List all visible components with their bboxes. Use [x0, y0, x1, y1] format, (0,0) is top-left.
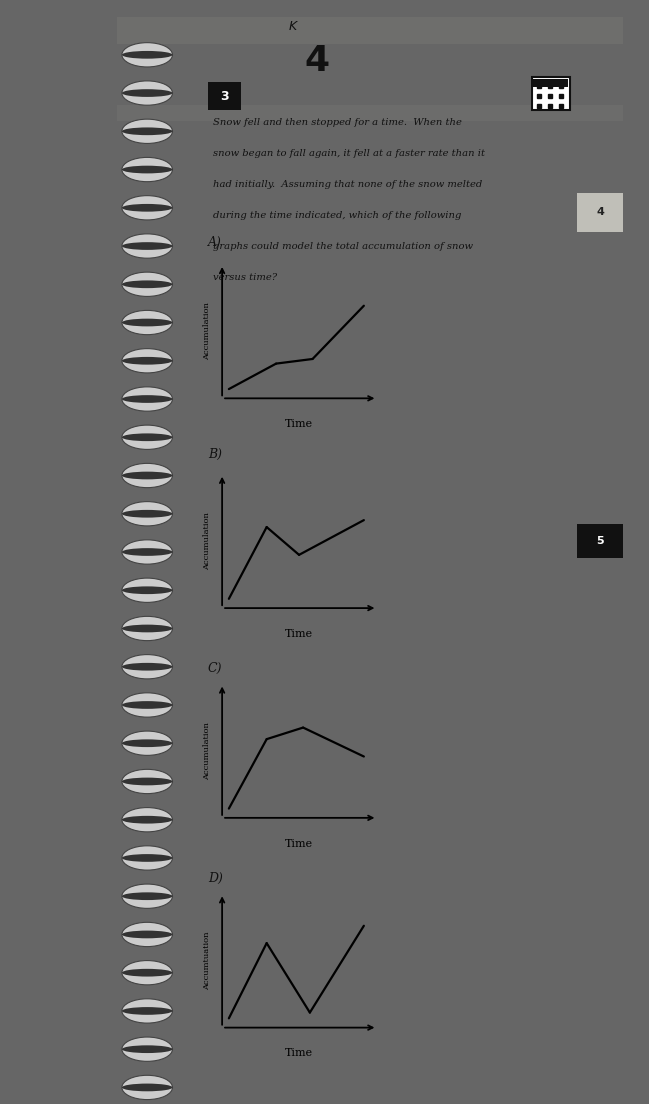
Ellipse shape: [122, 127, 173, 135]
Text: versus time?: versus time?: [213, 273, 277, 282]
Ellipse shape: [122, 386, 173, 411]
Text: snow began to fall again, it fell at a faster rate than it: snow began to fall again, it fell at a f…: [213, 149, 485, 158]
Ellipse shape: [122, 816, 173, 824]
Ellipse shape: [122, 272, 173, 296]
Text: 5: 5: [596, 535, 604, 546]
Ellipse shape: [122, 808, 173, 832]
Ellipse shape: [122, 1007, 173, 1015]
Ellipse shape: [122, 740, 173, 747]
Ellipse shape: [122, 1075, 173, 1100]
Ellipse shape: [122, 349, 173, 373]
Ellipse shape: [122, 922, 173, 946]
Text: Time: Time: [285, 420, 313, 429]
Text: Accumulation: Accumulation: [203, 302, 212, 360]
Ellipse shape: [122, 846, 173, 870]
Ellipse shape: [122, 242, 173, 250]
Ellipse shape: [122, 425, 173, 449]
Ellipse shape: [122, 464, 173, 488]
Ellipse shape: [122, 471, 173, 479]
Ellipse shape: [122, 701, 173, 709]
Ellipse shape: [122, 931, 173, 938]
Ellipse shape: [122, 586, 173, 594]
Ellipse shape: [122, 548, 173, 556]
Ellipse shape: [122, 999, 173, 1023]
Ellipse shape: [122, 731, 173, 755]
Text: B): B): [208, 448, 222, 461]
Ellipse shape: [122, 854, 173, 862]
Ellipse shape: [122, 1045, 173, 1053]
Bar: [578, 193, 623, 232]
Ellipse shape: [122, 1037, 173, 1061]
Ellipse shape: [122, 195, 173, 220]
Text: 4: 4: [596, 206, 604, 217]
Ellipse shape: [122, 501, 173, 526]
Text: Accumulation: Accumulation: [203, 512, 212, 570]
Ellipse shape: [122, 357, 173, 364]
Text: Accumulation: Accumulation: [203, 722, 212, 779]
Ellipse shape: [122, 204, 173, 212]
Ellipse shape: [122, 81, 173, 105]
Text: had initially.  Assuming that none of the snow melted: had initially. Assuming that none of the…: [213, 180, 482, 189]
Ellipse shape: [122, 892, 173, 900]
Ellipse shape: [122, 234, 173, 258]
Ellipse shape: [122, 1084, 173, 1091]
FancyBboxPatch shape: [532, 77, 570, 110]
Text: Accumtuation: Accumtuation: [203, 932, 212, 989]
Ellipse shape: [122, 158, 173, 182]
Bar: [578, 524, 623, 558]
Ellipse shape: [122, 578, 173, 603]
Text: 3: 3: [220, 89, 229, 103]
Ellipse shape: [122, 119, 173, 144]
Ellipse shape: [122, 662, 173, 670]
Text: during the time indicated, which of the following: during the time indicated, which of the …: [213, 211, 461, 220]
Bar: [208, 82, 241, 110]
Ellipse shape: [122, 960, 173, 985]
Ellipse shape: [122, 884, 173, 909]
Bar: [117, 105, 623, 121]
Ellipse shape: [122, 655, 173, 679]
Text: K: K: [289, 20, 297, 33]
Ellipse shape: [122, 43, 173, 67]
Ellipse shape: [122, 166, 173, 173]
Ellipse shape: [122, 769, 173, 794]
Bar: [533, 79, 569, 87]
Text: C): C): [208, 662, 223, 676]
Ellipse shape: [122, 280, 173, 288]
Ellipse shape: [122, 969, 173, 977]
Ellipse shape: [122, 540, 173, 564]
Text: Time: Time: [285, 629, 313, 639]
Ellipse shape: [122, 510, 173, 518]
Text: A): A): [208, 236, 222, 250]
Ellipse shape: [122, 625, 173, 633]
Text: Time: Time: [285, 1049, 313, 1059]
Ellipse shape: [122, 89, 173, 97]
Ellipse shape: [122, 51, 173, 59]
Text: graphs could model the total accumulation of snow: graphs could model the total accumulatio…: [213, 242, 473, 251]
Text: Time: Time: [285, 839, 313, 849]
Ellipse shape: [122, 434, 173, 442]
Text: 4: 4: [304, 44, 329, 78]
Bar: [117, 17, 623, 44]
Ellipse shape: [122, 616, 173, 640]
Text: D): D): [208, 872, 223, 885]
Ellipse shape: [122, 319, 173, 327]
Ellipse shape: [122, 777, 173, 785]
Ellipse shape: [122, 310, 173, 335]
Text: Snow fell and then stopped for a time.  When the: Snow fell and then stopped for a time. W…: [213, 118, 462, 127]
Ellipse shape: [122, 395, 173, 403]
Ellipse shape: [122, 693, 173, 718]
